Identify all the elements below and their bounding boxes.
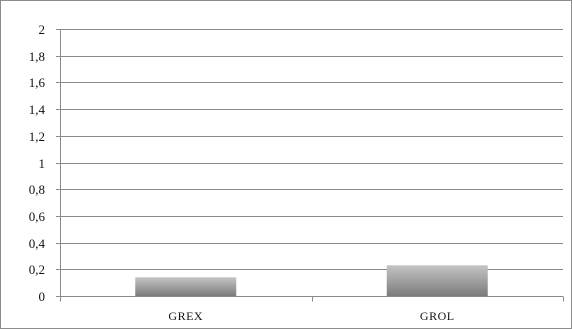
y-tick-label: 2 [39, 22, 46, 37]
y-tick-label: 1,8 [29, 49, 45, 64]
y-tick-label: 1,2 [29, 129, 45, 144]
x-tick-label: GREX [168, 309, 203, 323]
y-tick-label: 0,2 [29, 262, 45, 277]
y-tick-label: 0 [39, 289, 46, 304]
x-tick-label: GROL [420, 309, 455, 323]
bar-grex [135, 277, 237, 296]
y-tick-label: 1 [39, 156, 46, 171]
gridlines [60, 29, 563, 270]
y-tick-label: 1,6 [29, 75, 46, 90]
axes [56, 29, 564, 302]
bar-grol [386, 265, 488, 296]
y-tick-label: 0,6 [29, 209, 46, 224]
y-tick-label: 1,4 [29, 102, 46, 117]
y-tick-label: 0,4 [29, 236, 46, 251]
y-tick-label: 0,8 [29, 182, 45, 197]
tick-labels: 0 0,2 0,4 0,6 0,8 1 1,2 1,4 1,6 1,8 2 GREX GROL [29, 22, 455, 323]
bars [135, 265, 488, 296]
